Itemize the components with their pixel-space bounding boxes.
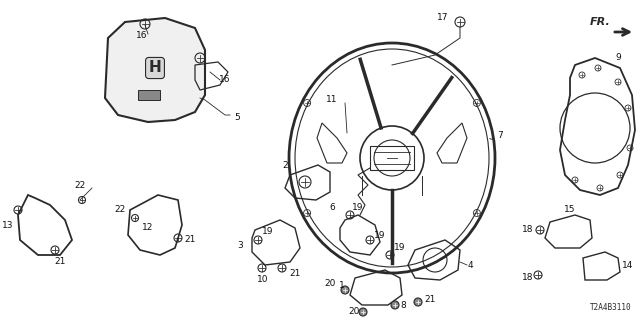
Text: 20: 20 — [324, 278, 336, 287]
Text: 4: 4 — [467, 260, 473, 269]
Text: 19: 19 — [262, 228, 274, 236]
Text: 2: 2 — [282, 161, 288, 170]
Text: 19: 19 — [394, 244, 406, 252]
Bar — [370, 146, 414, 170]
Text: 16: 16 — [220, 76, 231, 84]
Polygon shape — [105, 18, 205, 122]
Text: 21: 21 — [424, 295, 436, 305]
Text: 18: 18 — [522, 274, 534, 283]
Text: 16: 16 — [136, 30, 148, 39]
Text: 5: 5 — [234, 114, 240, 123]
Text: 21: 21 — [54, 258, 66, 267]
Text: 1: 1 — [339, 281, 345, 290]
Text: 22: 22 — [74, 180, 86, 189]
Text: 13: 13 — [3, 220, 13, 229]
Text: 18: 18 — [522, 226, 534, 235]
Text: T2A4B3110: T2A4B3110 — [590, 303, 632, 312]
Text: 19: 19 — [374, 230, 386, 239]
Text: 17: 17 — [437, 13, 449, 22]
Text: H: H — [148, 60, 161, 76]
Text: 8: 8 — [400, 300, 406, 309]
Text: 20: 20 — [348, 308, 360, 316]
Text: 22: 22 — [115, 205, 125, 214]
Circle shape — [359, 308, 367, 316]
Text: 21: 21 — [289, 268, 301, 277]
Text: 19: 19 — [352, 204, 364, 212]
Text: FR.: FR. — [590, 17, 611, 27]
Text: 15: 15 — [564, 205, 576, 214]
Text: 10: 10 — [257, 276, 269, 284]
Text: 11: 11 — [326, 95, 338, 105]
Bar — [138, 90, 160, 100]
Text: 9: 9 — [615, 53, 621, 62]
Circle shape — [391, 301, 399, 309]
Text: 3: 3 — [237, 241, 243, 250]
Text: 6: 6 — [329, 204, 335, 212]
Text: 21: 21 — [184, 236, 196, 244]
Circle shape — [341, 286, 349, 294]
Text: 12: 12 — [142, 223, 154, 233]
Text: 14: 14 — [622, 260, 634, 269]
Circle shape — [414, 298, 422, 306]
Text: 7: 7 — [497, 131, 503, 140]
